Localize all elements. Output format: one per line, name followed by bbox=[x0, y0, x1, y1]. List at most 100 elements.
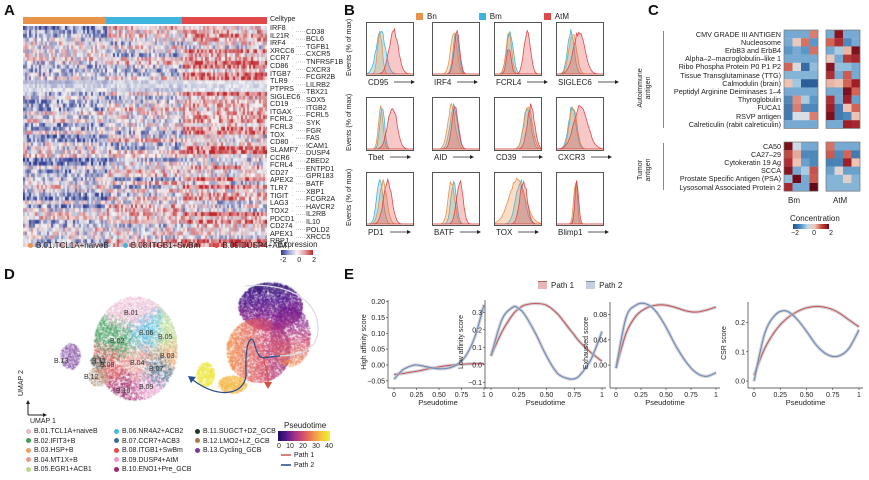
cluster-legend-item: B.06.NR4A2+ACB2 bbox=[114, 428, 183, 436]
heat-cell bbox=[792, 54, 802, 63]
gene-label: GPR183 bbox=[306, 171, 334, 181]
panel-c-letter: C bbox=[648, 2, 659, 19]
histogram-tbet bbox=[366, 97, 414, 151]
gene-label: CD38 bbox=[306, 26, 325, 36]
arrow-right-icon bbox=[588, 230, 610, 234]
heat-cell bbox=[784, 166, 793, 175]
x-tick-label: 0.50 bbox=[659, 392, 673, 399]
panel-a-letter: A bbox=[4, 2, 15, 19]
series-path-2 bbox=[753, 310, 860, 382]
gene-label: SLAMF7 bbox=[270, 144, 298, 154]
heat-cell bbox=[843, 120, 852, 129]
heat-cell bbox=[834, 183, 844, 192]
celltype-legend: B.01.TCL1A+naiveB B.08.ITGB1+SwBm B.09.D… bbox=[28, 241, 287, 250]
heat-cell bbox=[792, 166, 802, 175]
heat-cell bbox=[792, 95, 802, 104]
gene-label: DUSP4 bbox=[306, 148, 330, 158]
cluster-legend-item: B.01.TCL1A+naiveB bbox=[26, 428, 98, 436]
histogram-cd95 bbox=[366, 22, 414, 76]
gene-label: IL2RB bbox=[306, 209, 326, 219]
legend-item-naiveb: B.01.TCL1A+naiveB bbox=[28, 241, 109, 250]
heat-cell bbox=[784, 103, 793, 113]
heat-cell bbox=[851, 112, 861, 121]
path1-swatch-icon bbox=[538, 281, 547, 289]
cluster-label: B.07 bbox=[149, 366, 164, 373]
heat-cell bbox=[792, 183, 802, 192]
antigen-label: Prostate Specific Antigen (PSA) bbox=[679, 174, 781, 184]
gene-label: XBP1 bbox=[306, 186, 325, 196]
tumor-bracket bbox=[663, 143, 664, 190]
heat-cell bbox=[826, 95, 835, 104]
legend-item-atm: B.09.DUSP4+AtM bbox=[214, 241, 287, 250]
path2-swatch-icon bbox=[586, 281, 596, 289]
cluster-legend-item: B.09.DUSP4+AtM bbox=[114, 457, 178, 465]
heat-cell bbox=[801, 166, 810, 175]
y-tick-label: −0.05 bbox=[367, 378, 385, 385]
heat-cell bbox=[851, 71, 861, 80]
heat-cell bbox=[809, 183, 819, 192]
confidence-band bbox=[614, 303, 717, 369]
y-tick-label: 0.2 bbox=[472, 327, 482, 334]
concentration-legend-title: Concentration bbox=[790, 214, 840, 223]
legend-item-bm: Bm bbox=[478, 12, 502, 21]
histogram-cxcr3 bbox=[556, 97, 604, 151]
pseudotime-colorbar bbox=[278, 431, 330, 441]
arrow-right-icon bbox=[591, 155, 613, 159]
marker-label: CD95 bbox=[368, 78, 416, 87]
antigen-label: RSVP antigen bbox=[735, 111, 781, 121]
heat-cell bbox=[851, 62, 861, 72]
y-tick-label: 0.00 bbox=[371, 362, 385, 369]
path2-legend: Path 2 bbox=[281, 462, 314, 470]
arrow-right-icon bbox=[459, 230, 481, 234]
heat-cell bbox=[792, 142, 802, 151]
heat-cell bbox=[792, 112, 802, 121]
heat-cell bbox=[826, 103, 835, 113]
path1-legend: Path 1 bbox=[281, 452, 314, 460]
legend-dot-icon bbox=[195, 428, 200, 434]
y-tick-label: 0.04 bbox=[593, 337, 607, 344]
cluster-label: B.13 bbox=[54, 358, 69, 365]
heat-cell bbox=[784, 150, 793, 159]
gene-label: BATF bbox=[306, 178, 324, 188]
heat-cell bbox=[843, 150, 852, 159]
confidence-band bbox=[392, 304, 486, 381]
heat-cell bbox=[792, 71, 802, 80]
heat-cell bbox=[826, 150, 835, 159]
marker-label: Blimp1 bbox=[558, 228, 610, 237]
histogram-tox bbox=[494, 172, 542, 226]
y-axis-label: Exhausted score bbox=[583, 317, 590, 369]
cluster-legend-item: B.13.Cycling_GCB bbox=[195, 447, 261, 455]
gene-label: TBX21 bbox=[306, 87, 328, 97]
histogram-siglec6 bbox=[556, 22, 604, 76]
arrow-right-icon bbox=[453, 155, 475, 159]
heat-cell bbox=[792, 62, 802, 72]
cluster-label: B.11 bbox=[92, 358, 106, 365]
antigen-label: Thyroglobulin bbox=[737, 95, 781, 105]
gene-label: RBPJ bbox=[270, 236, 289, 246]
gene-label: HAVCR2 bbox=[306, 201, 335, 211]
heat-cell bbox=[834, 166, 844, 175]
histogram-aid bbox=[432, 97, 480, 151]
histogram-atm bbox=[367, 108, 413, 150]
series-path-2 bbox=[615, 302, 717, 377]
legend-item-atm: AtM bbox=[543, 12, 569, 21]
antigen-label: Calreticulin (rabit calreticulin) bbox=[688, 119, 781, 129]
gene-label: ITGAX bbox=[270, 106, 292, 116]
heat-cell bbox=[792, 38, 802, 47]
heat-cell bbox=[843, 54, 852, 63]
heat-cell bbox=[784, 54, 793, 63]
histogram-atm bbox=[495, 29, 541, 75]
gene-label: XRCC5 bbox=[306, 232, 331, 242]
chart-low-affinity-score: −0.1 0.0 0.1 0.2 0.3 0 0.25 0.50 0.75 1 Pseudotime… bbox=[458, 300, 606, 407]
heat-cell bbox=[801, 30, 810, 39]
y-axis-label: High affinity score bbox=[361, 314, 368, 370]
cluster-label: B.05 bbox=[158, 334, 173, 341]
heat-cell bbox=[801, 95, 810, 104]
heat-cell bbox=[784, 95, 793, 104]
legend-dot-icon bbox=[122, 243, 128, 249]
heat-cell bbox=[834, 120, 844, 129]
heat-cell bbox=[809, 62, 819, 72]
heat-cell bbox=[792, 79, 802, 88]
cluster-label: B.06 bbox=[139, 330, 154, 337]
umap-x-axis-label: UMAP 1 bbox=[30, 418, 56, 425]
